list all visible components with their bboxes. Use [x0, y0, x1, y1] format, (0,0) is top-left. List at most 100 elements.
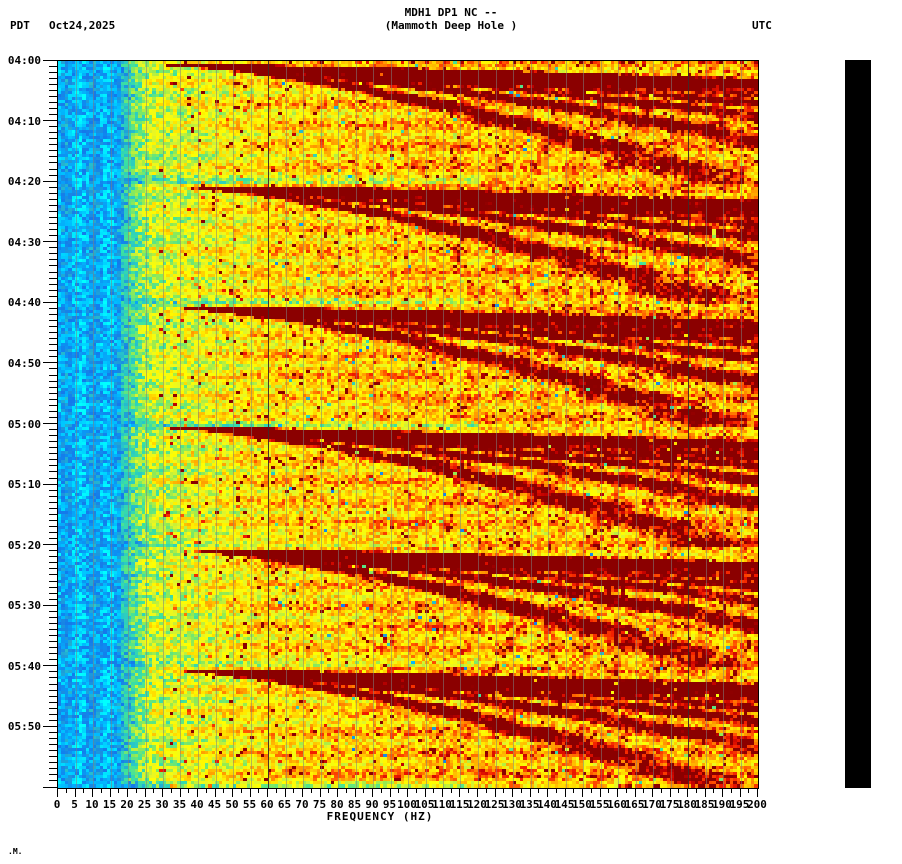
timezone-label-right: UTC: [752, 19, 772, 32]
freq-tick-minor: [661, 788, 662, 793]
time-tick-minor-left: [49, 77, 57, 79]
time-tick-minor-left: [49, 95, 57, 97]
time-tick-minor-left: [49, 592, 57, 594]
freq-tick-minor: [381, 788, 382, 793]
time-tick-major-left: [43, 786, 57, 788]
time-label-left: 04:50: [7, 356, 41, 370]
freq-label: 115: [449, 798, 470, 811]
time-tick-minor-left: [49, 277, 57, 279]
time-tick-minor-left: [49, 471, 57, 473]
time-tick-minor-left: [49, 271, 57, 273]
freq-tick-major: [372, 788, 373, 797]
time-tick-minor-left: [49, 229, 57, 231]
freq-label: 95: [382, 798, 397, 811]
time-tick-minor-left: [49, 404, 57, 406]
time-tick-minor-left: [49, 622, 57, 624]
freq-tick-minor: [398, 788, 399, 793]
time-tick-minor-left: [49, 392, 57, 394]
time-tick-minor-left: [49, 574, 57, 576]
freq-tick-major: [180, 788, 181, 797]
time-tick-minor-left: [49, 235, 57, 237]
freq-tick-major: [145, 788, 146, 797]
time-label-left: 05:10: [7, 478, 41, 492]
time-tick-minor-left: [49, 768, 57, 770]
time-tick-minor-left: [49, 326, 57, 328]
time-tick-minor-left: [49, 495, 57, 497]
time-tick-minor-left: [49, 192, 57, 194]
freq-tick-minor: [678, 788, 679, 793]
time-tick-minor-left: [49, 416, 57, 418]
time-tick-minor-left: [49, 513, 57, 515]
spectrogram-plot[interactable]: [57, 60, 759, 789]
time-tick-minor-left: [49, 628, 57, 630]
freq-tick-major: [215, 788, 216, 797]
freq-label: 60: [260, 798, 274, 811]
time-tick-minor-left: [49, 217, 57, 219]
time-tick-minor-left: [49, 83, 57, 85]
time-tick-minor-left: [49, 247, 57, 249]
freq-tick-minor: [171, 788, 172, 793]
time-tick-minor-left: [49, 441, 57, 443]
freq-tick-minor: [258, 788, 259, 793]
time-tick-minor-left: [49, 550, 57, 552]
freq-label: 45: [207, 798, 222, 811]
freq-tick-major: [92, 788, 93, 797]
time-tick-major-left: [43, 362, 57, 364]
freq-tick-minor: [433, 788, 434, 793]
time-tick-minor-left: [49, 174, 57, 176]
time-tick-minor-left: [49, 635, 57, 637]
freq-tick-minor: [188, 788, 189, 793]
freq-label: 125: [484, 798, 505, 811]
time-tick-minor-left: [49, 501, 57, 503]
freq-label: 100: [397, 798, 417, 811]
freq-tick-major: [459, 788, 460, 797]
freq-label: 80: [330, 798, 344, 811]
freq-label: 40: [190, 798, 204, 811]
freq-tick-minor: [346, 788, 347, 793]
freq-tick-minor: [311, 788, 312, 793]
time-tick-minor-left: [49, 386, 57, 388]
station-subtitle: (Mammoth Deep Hole ): [384, 19, 518, 32]
time-tick-major-left: [43, 241, 57, 243]
time-tick-minor-left: [49, 465, 57, 467]
freq-tick-major: [495, 788, 496, 797]
time-tick-minor-left: [49, 641, 57, 643]
time-tick-minor-left: [49, 265, 57, 267]
freq-tick-major: [127, 788, 128, 797]
time-tick-minor-left: [49, 398, 57, 400]
time-tick-major-left: [43, 665, 57, 667]
time-tick-minor-left: [49, 295, 57, 297]
freq-tick-minor: [556, 788, 557, 793]
time-tick-minor-left: [49, 653, 57, 655]
freq-label: 190: [712, 798, 732, 811]
freq-label: 200: [747, 798, 767, 811]
time-tick-major-left: [43, 180, 57, 182]
freq-tick-minor: [573, 788, 574, 793]
freq-label: 50: [225, 798, 239, 811]
freq-label: 25: [137, 798, 152, 811]
time-tick-minor-left: [49, 719, 57, 721]
time-tick-minor-left: [49, 150, 57, 152]
time-label-left: 04:30: [7, 235, 41, 249]
time-tick-minor-left: [49, 283, 57, 285]
time-tick-minor-left: [49, 525, 57, 527]
time-label-left: 04:40: [7, 296, 41, 310]
freq-label: 35: [172, 798, 187, 811]
freq-tick-major: [302, 788, 303, 797]
time-tick-minor-left: [49, 610, 57, 612]
freq-tick-minor: [486, 788, 487, 793]
time-tick-minor-left: [49, 107, 57, 109]
freq-tick-minor: [118, 788, 119, 793]
spectrogram-canvas: [58, 61, 758, 788]
freq-tick-major: [705, 788, 706, 797]
freq-label: 0: [53, 798, 61, 811]
time-tick-minor-left: [49, 223, 57, 225]
freq-label: 70: [295, 798, 309, 811]
time-tick-minor-left: [49, 126, 57, 128]
freq-label: 105: [414, 798, 435, 811]
freq-tick-major: [75, 788, 76, 797]
time-tick-minor-left: [49, 132, 57, 134]
time-tick-minor-left: [49, 780, 57, 782]
freq-tick-major: [197, 788, 198, 797]
black-bar: [845, 60, 871, 788]
